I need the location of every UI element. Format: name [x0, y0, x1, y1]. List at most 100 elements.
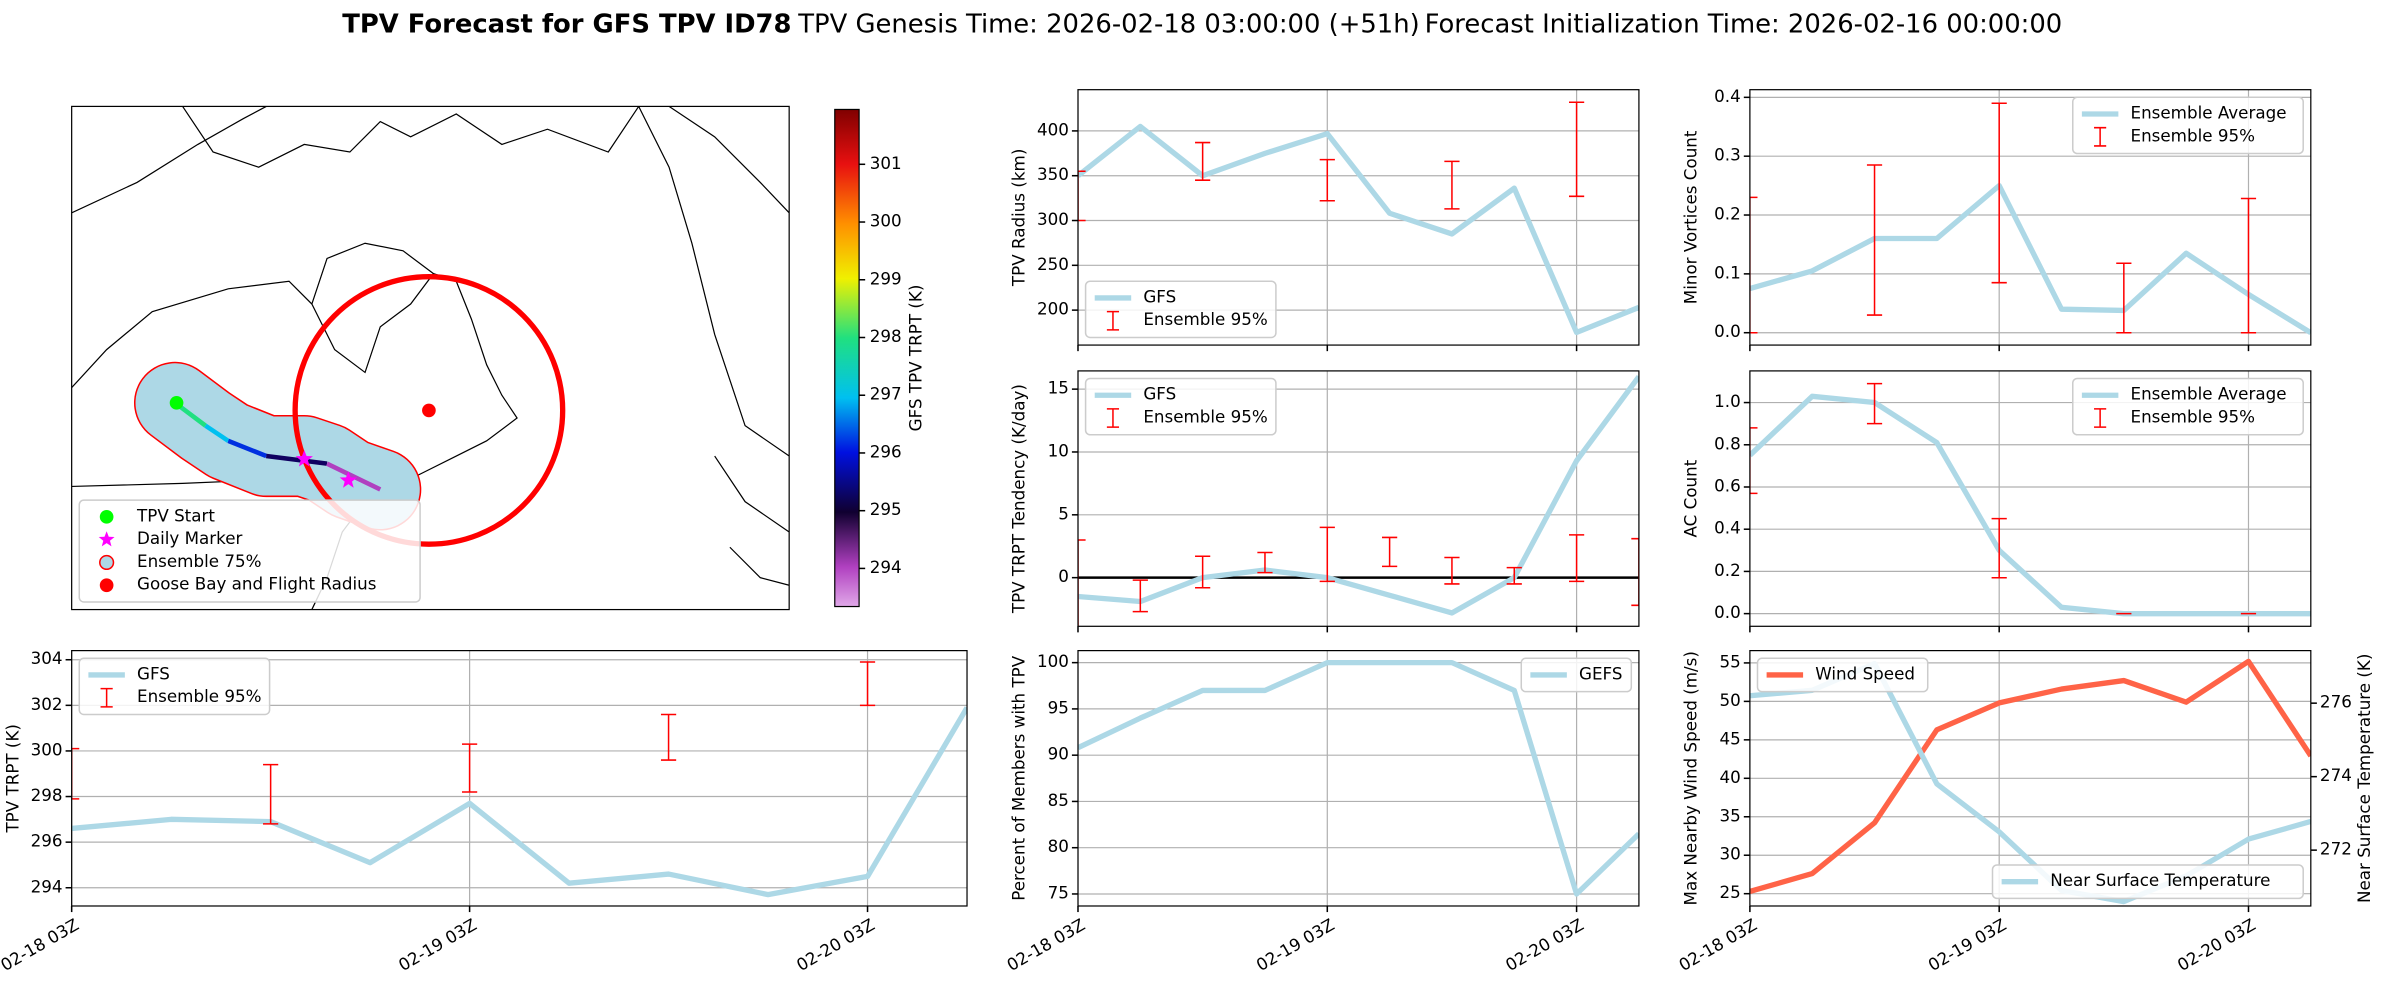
error-bar — [1132, 579, 1148, 613]
axes-frame — [1077, 650, 1640, 907]
y-tick-label: 294 — [31, 876, 63, 896]
legend-box — [78, 499, 421, 603]
error-bar — [263, 763, 279, 825]
error-bar — [1749, 427, 1758, 495]
legend-label: Ensemble 95% — [2131, 407, 2255, 427]
y-tick-label: 0.6 — [1714, 475, 1741, 495]
legend-marker — [99, 554, 115, 571]
title-main: TPV Forecast for GFS TPV ID78 — [342, 9, 791, 39]
y-tick-label: 302 — [31, 694, 63, 714]
track-seg — [265, 453, 328, 466]
title-init: Forecast Initialization Time: 2026-02-16… — [1425, 9, 2063, 39]
legend-label: Wind Speed — [1815, 663, 1915, 683]
legend-label: Ensemble 75% — [137, 551, 261, 571]
goose-bay — [422, 403, 436, 418]
y-tick-label: 5 — [1058, 503, 1069, 523]
legend-errorbar — [1106, 408, 1120, 428]
x-tick-label: 02-18 03Z — [1003, 914, 1088, 975]
x-tick-label: 02-19 03Z — [1924, 914, 2009, 975]
coastline — [714, 455, 790, 586]
y-tick-label: 250 — [1037, 254, 1069, 274]
x-tick-label: 02-18 03Z — [1675, 914, 1760, 975]
plot-area — [1077, 650, 1639, 906]
y-tick-label: 95 — [1048, 697, 1069, 717]
track-seg — [204, 423, 230, 443]
legend-box — [78, 657, 271, 716]
error-bar — [1195, 141, 1211, 181]
colorbar — [834, 108, 860, 608]
legend-box — [2071, 377, 2304, 436]
track-layer — [133, 274, 566, 547]
y2-tick-label: 274 — [2320, 765, 2352, 785]
error-bar — [1506, 566, 1522, 585]
error-bar — [1077, 170, 1086, 222]
legend-label: Ensemble 95% — [1143, 407, 1267, 427]
error-bar — [1257, 551, 1273, 574]
y-tick-label: 400 — [1037, 119, 1069, 139]
legend-errorbar — [1106, 310, 1120, 331]
daily-marker — [339, 471, 357, 488]
legend-label: GFS — [137, 663, 170, 683]
x-tick-label: 02-19 03Z — [395, 914, 480, 975]
error-bar — [1991, 102, 2007, 284]
legend-label: Ensemble 95% — [137, 686, 261, 706]
error-bar — [1195, 555, 1211, 589]
colorbar-tick-label: 297 — [870, 384, 902, 404]
error-bar — [1749, 196, 1758, 334]
y-tick-label: 1.0 — [1714, 391, 1741, 411]
map-frame — [71, 105, 790, 611]
coastline — [311, 242, 434, 305]
y-tick-label: 0.2 — [1714, 560, 1741, 580]
colorbar-tick-label: 300 — [870, 211, 902, 231]
y-axis-label: Max Nearby Wind Speed (m/s) — [1681, 651, 1701, 905]
colorbar-label: GFS TPV TRPT (K) — [905, 285, 925, 432]
error-bar — [1444, 160, 1460, 210]
legend-label: Ensemble 95% — [1143, 309, 1267, 329]
axes-frame — [71, 650, 968, 907]
figure-title: TPV Forecast for GFS TPV ID78 TPV Genesi… — [342, 9, 2062, 39]
axes-frame — [1749, 650, 2312, 907]
axes-frame — [1749, 370, 2312, 627]
axes-frame — [1749, 89, 2312, 346]
legend-box — [1084, 280, 1277, 339]
error-bar — [1077, 539, 1086, 627]
series-line — [1749, 393, 2311, 617]
y-tick-label: 0.2 — [1714, 204, 1741, 224]
y-axis-label: Percent of Members with TPV — [1009, 655, 1029, 901]
y-tick-label: 40 — [1719, 767, 1740, 787]
legend: TPV Start Daily Marker Ensemble 75% Goose B… — [78, 499, 421, 603]
colorbar-tick-label: 298 — [870, 326, 902, 346]
y-tick-label: 0.0 — [1714, 602, 1741, 622]
y-tick-label: 0 — [1058, 566, 1069, 586]
tpv-start — [169, 395, 184, 410]
error-bar — [1568, 101, 1585, 198]
legend-label: Ensemble 95% — [2131, 125, 2255, 145]
y-tick-label: 15 — [1048, 378, 1069, 398]
x-tick-label: 02-20 03Z — [1502, 914, 1587, 975]
legend-box — [1756, 657, 1929, 693]
y-tick-label: 50 — [1719, 690, 1740, 710]
error-bar — [1444, 556, 1460, 585]
colorbar-tick-label: 301 — [870, 153, 902, 173]
map-layer — [71, 106, 790, 610]
legend-box — [1520, 657, 1633, 693]
y-tick-label: 55 — [1719, 651, 1740, 671]
y-tick-label: 0.0 — [1714, 321, 1741, 341]
error-bar — [1319, 158, 1335, 202]
y-tick-label: 45 — [1719, 728, 1740, 748]
error-bar — [1319, 526, 1335, 583]
series-line — [1077, 374, 1639, 616]
legend-errorbar — [2094, 408, 2107, 428]
colorbar-tick-label: 299 — [870, 268, 902, 288]
legend-marker — [98, 531, 115, 547]
error-bar — [1568, 534, 1585, 583]
y2-tick-label: 276 — [2320, 692, 2352, 712]
y-tick-label: 304 — [31, 648, 63, 668]
y-tick-label: 296 — [31, 831, 63, 851]
y-tick-label: 200 — [1037, 299, 1069, 319]
coastline — [182, 106, 640, 168]
error-bar — [462, 743, 478, 793]
y-axis-label: TPV TRPT Tendency (K/day) — [1009, 384, 1029, 614]
